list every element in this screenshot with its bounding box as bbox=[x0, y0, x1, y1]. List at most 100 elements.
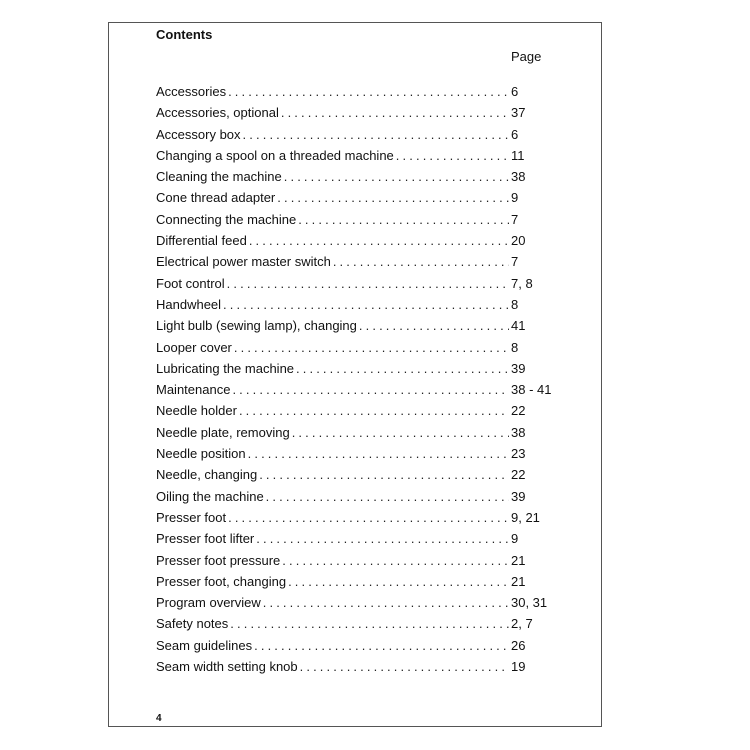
dot-leader bbox=[221, 294, 509, 315]
entry-title-with-leader: Looper cover bbox=[156, 337, 509, 358]
entry-title-with-leader: Presser foot lifter bbox=[156, 528, 509, 549]
list-item: Program overview 30, 31 bbox=[156, 592, 556, 613]
contents-list: Accessories6Accessories, optional37Acces… bbox=[156, 81, 556, 677]
entry-title: Presser foot pressure bbox=[156, 552, 281, 568]
entry-title: Needle plate, removing bbox=[156, 424, 290, 440]
entry-page: 7 bbox=[511, 211, 519, 227]
list-item: Changing a spool on a threaded machine 11 bbox=[156, 145, 556, 166]
list-item: Maintenance 38 - 41 bbox=[156, 379, 556, 400]
entry-page: 30, 31 bbox=[511, 595, 548, 611]
dot-leader bbox=[226, 81, 509, 102]
entry-page: 22 bbox=[511, 467, 526, 483]
entry-title: Looper cover bbox=[156, 339, 232, 355]
footer-page-number: 4 bbox=[156, 713, 162, 724]
entry-title-with-leader: Cone thread adapter bbox=[156, 187, 509, 208]
entry-title: Cone thread adapter bbox=[156, 190, 276, 206]
list-item: Needle, changing 22 bbox=[156, 464, 556, 485]
dot-leader bbox=[247, 230, 509, 251]
dot-leader bbox=[296, 209, 509, 230]
dot-leader bbox=[225, 273, 509, 294]
list-item: Accessories 6 bbox=[156, 81, 556, 102]
dot-leader bbox=[230, 379, 509, 400]
entry-page: 26 bbox=[511, 637, 526, 653]
list-item: Presser foot pressure 21 bbox=[156, 550, 556, 571]
list-item: Seam width setting knob 19 bbox=[156, 656, 556, 677]
dot-leader bbox=[264, 486, 509, 507]
dot-leader bbox=[290, 422, 509, 443]
entry-title: Presser foot bbox=[156, 509, 227, 525]
dot-leader bbox=[254, 528, 509, 549]
dot-leader bbox=[280, 550, 509, 571]
entry-title-with-leader: Presser foot, changing bbox=[156, 571, 509, 592]
entry-title: Safety notes bbox=[156, 616, 229, 632]
list-item: Presser foot, changing 21 bbox=[156, 571, 556, 592]
list-item: Differential feed 20 bbox=[156, 230, 556, 251]
list-item: Needle holder 22 bbox=[156, 400, 556, 421]
entry-page: 6 bbox=[511, 84, 519, 99]
entry-title-with-leader: Changing a spool on a threaded machine bbox=[156, 145, 509, 166]
entry-title-with-leader: Seam width setting knob bbox=[156, 656, 509, 677]
entry-title: Needle position bbox=[156, 446, 246, 462]
entry-title-with-leader: Program overview bbox=[156, 592, 509, 613]
page-title: Contents bbox=[156, 27, 213, 42]
entry-title-with-leader: Foot control bbox=[156, 273, 509, 294]
dot-leader bbox=[298, 656, 509, 677]
list-item: Foot control 7, 8 bbox=[156, 273, 556, 294]
list-item: Oiling the machine 39 bbox=[156, 486, 556, 507]
entry-page: 9 bbox=[511, 190, 519, 206]
page-border bbox=[108, 22, 602, 727]
entry-title: Electrical power master switch bbox=[156, 254, 331, 270]
dot-leader bbox=[275, 187, 509, 208]
dot-leader bbox=[331, 251, 509, 272]
dot-leader bbox=[252, 635, 509, 656]
entry-title-with-leader: Accessory box bbox=[156, 124, 509, 145]
dot-leader bbox=[237, 400, 509, 421]
dot-leader bbox=[257, 464, 509, 485]
entry-title: Light bulb (sewing lamp), changing bbox=[156, 318, 357, 334]
entry-title-with-leader: Oiling the machine bbox=[156, 486, 509, 507]
list-item: Presser foot lifter 9 bbox=[156, 528, 556, 549]
entry-title: Needle, changing bbox=[156, 467, 258, 483]
entry-title-with-leader: Needle holder bbox=[156, 400, 509, 421]
entry-page: 6 bbox=[511, 126, 519, 142]
list-item: Accessory box 6 bbox=[156, 124, 556, 145]
entry-page: 41 bbox=[511, 318, 526, 334]
entry-page: 21 bbox=[511, 573, 526, 589]
entry-page: 11 bbox=[511, 147, 525, 163]
entry-page: 7, 8 bbox=[511, 275, 533, 291]
entry-title: Differential feed bbox=[156, 233, 247, 249]
entry-page: 21 bbox=[511, 552, 526, 568]
entry-title-with-leader: Seam guidelines bbox=[156, 635, 509, 656]
entry-page: 8 bbox=[511, 339, 519, 355]
entry-title-with-leader: Safety notes bbox=[156, 613, 509, 634]
entry-title-with-leader: Connecting the machine bbox=[156, 209, 509, 230]
entry-title-with-leader: Presser foot bbox=[156, 507, 509, 528]
entry-title-with-leader: Needle position bbox=[156, 443, 509, 464]
list-item: Needle plate, removing 38 bbox=[156, 422, 556, 443]
entry-page: 38 bbox=[511, 169, 526, 185]
entry-title: Seam width setting knob bbox=[156, 659, 298, 675]
dot-leader bbox=[241, 124, 509, 145]
entry-title: Handwheel bbox=[156, 296, 222, 312]
dot-leader bbox=[282, 166, 509, 187]
list-item: Looper cover 8 bbox=[156, 337, 556, 358]
entry-title-with-leader: Presser foot pressure bbox=[156, 550, 509, 571]
entry-page: 9 bbox=[511, 531, 519, 547]
list-item: Cone thread adapter 9 bbox=[156, 187, 556, 208]
dot-leader bbox=[294, 358, 509, 379]
entry-title-with-leader: Light bulb (sewing lamp), changing bbox=[156, 315, 509, 336]
dot-leader bbox=[394, 145, 509, 166]
entry-page: 7 bbox=[511, 254, 519, 270]
entry-title-with-leader: Needle, changing bbox=[156, 464, 509, 485]
entry-page: 39 bbox=[511, 488, 526, 504]
entry-title: Changing a spool on a threaded machine bbox=[156, 147, 394, 163]
entry-title: Accessories, optional bbox=[156, 105, 279, 121]
entry-page: 38 - 41 bbox=[511, 382, 552, 398]
dot-leader bbox=[279, 102, 509, 123]
entry-title-with-leader: Differential feed bbox=[156, 230, 509, 251]
list-item: Handwheel 8 bbox=[156, 294, 556, 315]
list-item: Presser foot 9, 21 bbox=[156, 507, 556, 528]
list-item: Light bulb (sewing lamp), changing 41 bbox=[156, 315, 556, 336]
dot-leader bbox=[357, 315, 509, 336]
list-item: Connecting the machine 7 bbox=[156, 209, 556, 230]
